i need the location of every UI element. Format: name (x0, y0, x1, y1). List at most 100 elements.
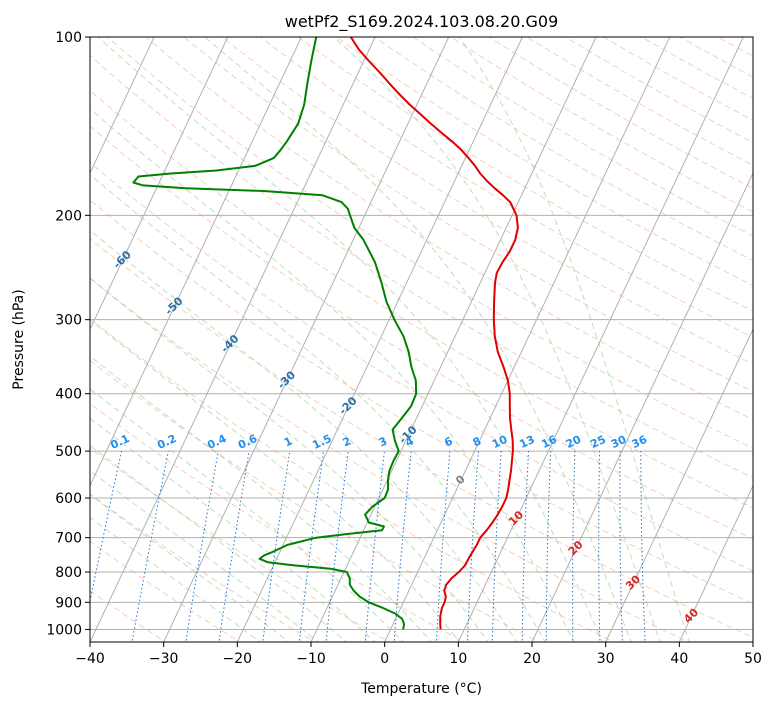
x-tick-label: −40 (75, 651, 105, 667)
isotherm (457, 37, 744, 642)
isotherm (90, 37, 229, 331)
mixing-ratio-line (131, 451, 169, 642)
dry-adiabat (335, 37, 753, 287)
mixing-ratio-label: 20 (564, 433, 584, 451)
mixing-ratio-label: 0.6 (236, 432, 259, 452)
moist-adiabat (90, 470, 319, 642)
isotherm-label: -80 (8, 154, 31, 177)
dry-adiabat (640, 37, 753, 100)
mixing-ratio-line (262, 451, 291, 642)
mixing-ratio-labels: 0.1 0.2 0.4 0.6 1 1.5 2 3 4 6 8 10 13 16 20 25 30 36 (108, 432, 649, 452)
dry-adiabat (90, 540, 241, 642)
mixing-ratio-label: 13 (517, 433, 536, 451)
mixing-ratio-label: 6 (442, 434, 455, 449)
isotherm (605, 328, 753, 642)
moist-adiabat (90, 319, 461, 642)
x-tick-label: 0 (380, 651, 389, 667)
mixing-ratio-line (640, 451, 646, 642)
isotherm (531, 171, 753, 642)
x-tick-label: 50 (744, 651, 762, 667)
x-tick-label: 20 (523, 651, 541, 667)
mixing-ratio-label: 30 (609, 433, 629, 451)
x-axis: −40 −30 −20 −10 0 10 20 30 40 50 (75, 642, 762, 667)
dry-adiabat (678, 37, 753, 78)
y-tick-label: 300 (55, 313, 82, 329)
mixing-ratio-line (572, 451, 576, 642)
moist-adiabat (90, 444, 348, 642)
isotherm-label: -20 (336, 394, 359, 417)
mixing-ratio-line (521, 451, 529, 642)
isotherm-label: 40 (681, 606, 701, 626)
dry-adiabat (90, 125, 753, 540)
isotherm (236, 37, 523, 642)
mixing-ratio-label: 0.2 (155, 432, 178, 452)
dry-adiabat (221, 37, 753, 365)
moist-adiabat (90, 516, 262, 642)
dry-adiabat (716, 37, 753, 57)
x-tick-label: 10 (449, 651, 467, 667)
dry-adiabat (90, 493, 316, 642)
mixing-ratio-line (598, 451, 601, 642)
mixing-ratio-label: 2 (341, 434, 353, 449)
moist-adiabat (90, 173, 546, 642)
dewpoint-line (132, 37, 418, 630)
dry-adiabat (770, 24, 775, 645)
x-tick-label: 30 (597, 651, 615, 667)
moist-adiabat (90, 277, 489, 642)
mixing-ratio-line (466, 451, 479, 642)
y-tick-label: 400 (55, 387, 82, 403)
isotherm-label: 30 (623, 572, 643, 592)
y-tick-label: 1000 (46, 622, 82, 638)
y-axis-label: Pressure (hPa) (11, 289, 27, 389)
x-axis-label: Temperature (°C) (360, 681, 482, 697)
dry-adiabat (90, 162, 753, 572)
isotherm (90, 37, 376, 642)
y-tick-label: 500 (55, 444, 82, 460)
isotherm-label: -30 (275, 368, 298, 391)
mixing-ratio-line (545, 451, 552, 642)
isotherm (310, 37, 597, 642)
dry-adiabat (90, 277, 690, 642)
dry-adiabat (411, 37, 753, 237)
isotherm (678, 484, 753, 642)
moist-adiabats (90, 37, 690, 642)
y-tick-label: 700 (55, 531, 82, 547)
x-tick-label: −20 (223, 651, 253, 667)
dry-adiabat (90, 89, 753, 509)
y-tick-label: 200 (55, 208, 82, 224)
moist-adiabat (333, 37, 661, 642)
moist-adiabat (90, 493, 290, 642)
x-tick-label: −30 (149, 651, 179, 667)
mixing-ratio-line (435, 451, 451, 642)
isotherm (384, 37, 671, 642)
grid (90, 37, 753, 642)
dry-adiabat (90, 403, 466, 642)
mixing-ratio-label: 0.1 (108, 432, 131, 452)
x-tick-label: 40 (670, 651, 688, 667)
mixing-ratio-label: 16 (540, 433, 560, 451)
y-axis: 100 200 300 400 500 600 700 800 900 1000 (46, 30, 90, 638)
isotherm (752, 640, 753, 642)
series-lines (132, 37, 519, 630)
x-tick-label: −10 (296, 651, 326, 667)
mixing-ratio-line (90, 450, 122, 604)
mixing-ratio-label: 10 (490, 433, 510, 451)
dry-adiabat (144, 37, 753, 421)
mixing-ratio-line (491, 451, 502, 642)
mixing-ratio-line (619, 451, 623, 642)
y-tick-label: 900 (55, 595, 82, 611)
isotherm-label: -60 (111, 248, 134, 271)
mixing-ratio-label: 1.5 (310, 432, 333, 452)
dry-adiabat (297, 37, 753, 312)
y-tick-label: 600 (55, 491, 82, 507)
dry-adiabat (106, 37, 753, 449)
temperature-line (349, 37, 519, 630)
mixing-ratio-label: 36 (630, 433, 650, 451)
mixing-ratio-line (185, 451, 219, 642)
moist-adiabat (90, 355, 433, 642)
isotherm (90, 37, 155, 175)
isotherm-label: -50 (162, 294, 185, 317)
dry-adiabat (259, 37, 753, 338)
